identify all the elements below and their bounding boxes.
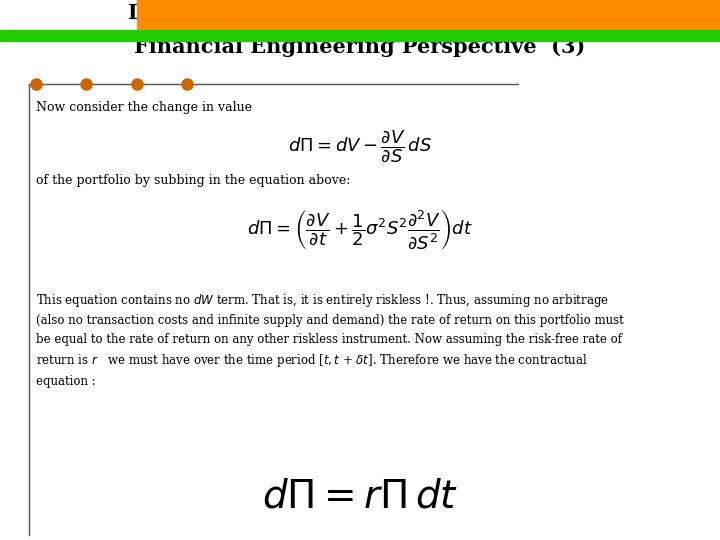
- Text: This equation contains no $dW$ term. That is, it is entirely riskless !. Thus, a: This equation contains no $dW$ term. Tha…: [36, 292, 624, 388]
- Text: of the portfolio by subbing in the equation above:: of the portfolio by subbing in the equat…: [36, 174, 351, 187]
- Text: Now consider the change in value: Now consider the change in value: [36, 102, 252, 114]
- Text: $d\Pi = dV - \dfrac{\partial V}{\partial S}\,dS$: $d\Pi = dV - \dfrac{\partial V}{\partial…: [288, 128, 432, 164]
- Text: $d\Pi = \left( \dfrac{\partial V}{\partial t} + \dfrac{1}{2}\sigma^2 S^2 \dfrac{: $d\Pi = \left( \dfrac{\partial V}{\parti…: [247, 208, 473, 251]
- Text: Financial Engineering Perspective  (3): Financial Engineering Perspective (3): [135, 37, 585, 57]
- Text: $d\Pi = r\Pi\,dt$: $d\Pi = r\Pi\,dt$: [262, 478, 458, 515]
- Text: Derivation of Black_Scholes Formula: A: Derivation of Black_Scholes Formula: A: [128, 3, 592, 24]
